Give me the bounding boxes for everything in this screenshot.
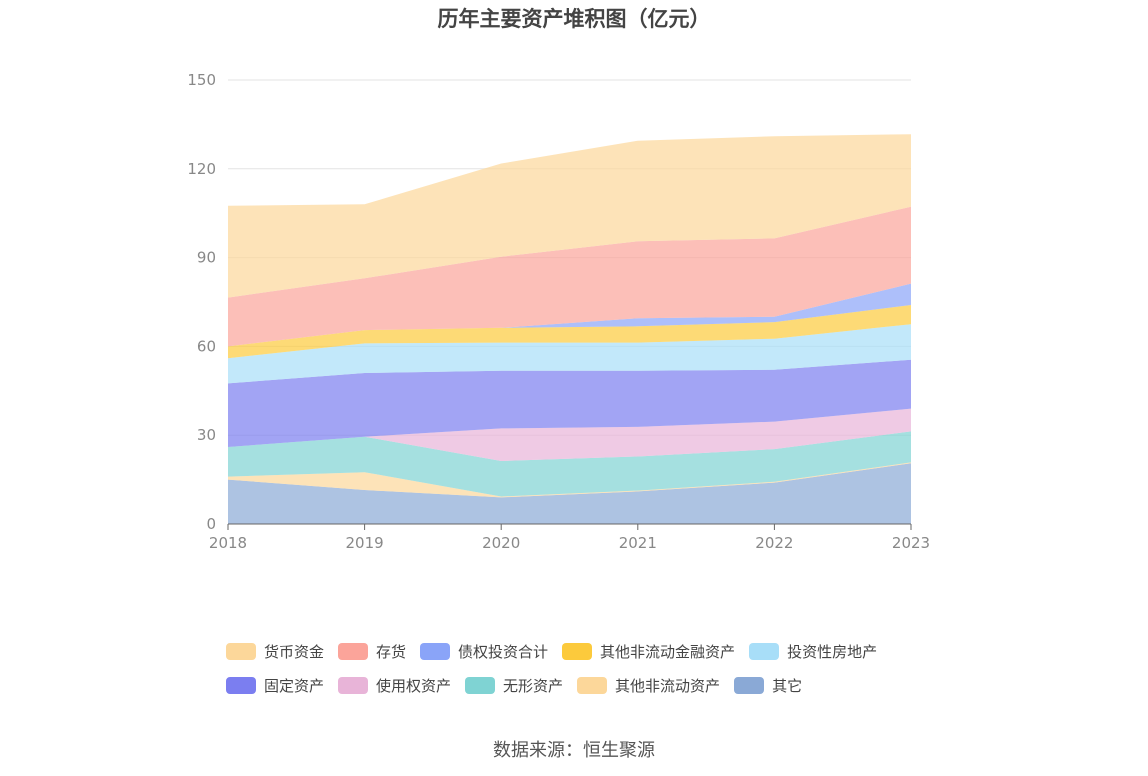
axes: 0 30 60 90 120 150 2018 2019 2020 2021 2022 2023	[187, 71, 930, 552]
x-tick-label: 2018	[209, 534, 247, 552]
chart-plot: 0 30 60 90 120 150 2018 2019 2020 2021 2022 2023	[187, 71, 930, 552]
legend-label: 存货	[376, 642, 407, 661]
x-tick-label: 2022	[755, 534, 793, 552]
area-series	[228, 463, 911, 524]
legend-swatch	[338, 676, 369, 694]
legend-label: 其它	[772, 676, 803, 695]
x-tick-label: 2020	[482, 534, 520, 552]
area-series	[228, 206, 911, 347]
stacked-areas	[228, 134, 911, 524]
y-tick-label: 0	[206, 515, 216, 533]
x-tick-label: 2023	[892, 534, 930, 552]
legend: 货币资金 存货 债权投资合计 其他非流动金融资产 投资性房地产 固定资产 使用权资产 无形资…	[226, 638, 946, 706]
legend-swatch	[465, 676, 496, 694]
area-series	[228, 324, 911, 384]
legend-item[interactable]: 其他非流动资产	[577, 672, 720, 698]
legend-item[interactable]: 无形资产	[465, 672, 563, 698]
legend-label: 无形资产	[503, 676, 564, 695]
x-tick-label: 2021	[619, 534, 657, 552]
legend-row-1: 货币资金 存货 债权投资合计 其他非流动金融资产 投资性房地产	[226, 638, 946, 672]
legend-label: 货币资金	[264, 642, 325, 661]
y-tick-label: 60	[197, 337, 216, 355]
legend-item[interactable]: 使用权资产	[338, 672, 451, 698]
legend-item[interactable]: 货币资金	[226, 638, 324, 664]
x-tick-label: 2019	[346, 534, 384, 552]
legend-swatch	[749, 642, 780, 660]
legend-label: 使用权资产	[376, 676, 452, 695]
y-tick-label: 150	[187, 71, 216, 89]
legend-swatch	[420, 642, 451, 660]
legend-label: 债权投资合计	[458, 642, 549, 661]
legend-label: 固定资产	[264, 676, 325, 695]
legend-row-2: 固定资产 使用权资产 无形资产 其他非流动资产 其它	[226, 672, 946, 706]
legend-swatch	[226, 642, 256, 660]
legend-swatch	[338, 642, 369, 660]
legend-label: 其他非流动金融资产	[600, 642, 736, 661]
area-series	[228, 462, 911, 498]
area-series	[228, 408, 911, 461]
area-series	[228, 134, 911, 298]
area-series	[228, 359, 911, 447]
source-note: 数据来源：恒生聚源	[493, 740, 655, 761]
legend-swatch	[734, 676, 765, 694]
legend-item[interactable]: 投资性房地产	[749, 638, 877, 664]
legend-swatch	[577, 676, 608, 694]
area-series	[228, 431, 911, 497]
y-tick-label: 30	[197, 426, 216, 444]
legend-item[interactable]: 其他非流动金融资产	[562, 638, 735, 664]
y-tick-label: 90	[197, 249, 216, 267]
legend-item[interactable]: 固定资产	[226, 672, 324, 698]
legend-item[interactable]: 存货	[338, 638, 406, 664]
y-tick-label: 120	[187, 160, 216, 178]
legend-swatch	[226, 676, 256, 694]
legend-swatch	[562, 642, 593, 660]
area-series	[228, 305, 911, 359]
legend-label: 投资性房地产	[787, 642, 878, 661]
legend-item[interactable]: 债权投资合计	[420, 638, 548, 664]
legend-label: 其他非流动资产	[615, 676, 721, 695]
legend-item[interactable]: 其它	[734, 672, 802, 698]
chart-title: 历年主要资产堆积图（亿元）	[437, 7, 711, 31]
